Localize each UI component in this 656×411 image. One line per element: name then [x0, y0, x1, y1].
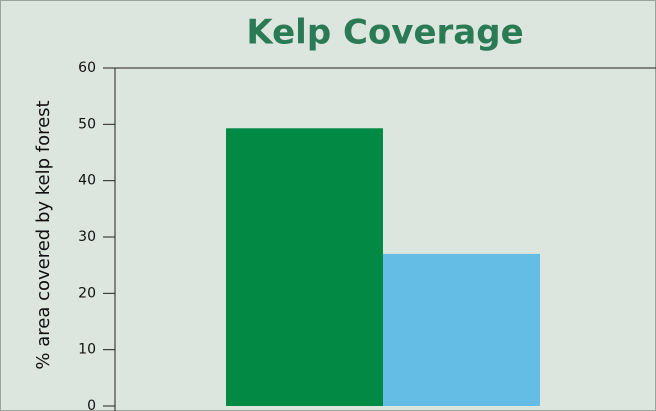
y-tick-label: 20 — [78, 285, 96, 301]
y-tick-label: 10 — [78, 342, 96, 358]
y-tick-label: 60 — [78, 60, 96, 76]
bar — [226, 128, 383, 406]
chart-title: Kelp Coverage — [246, 13, 523, 53]
y-tick-label: 0 — [87, 398, 96, 411]
y-tick-label: 30 — [78, 229, 96, 245]
y-tick-label: 40 — [78, 173, 96, 189]
y-axis-label: % area covered by kelp forest — [33, 100, 54, 369]
bar — [383, 253, 540, 406]
y-tick-label: 50 — [78, 116, 96, 132]
